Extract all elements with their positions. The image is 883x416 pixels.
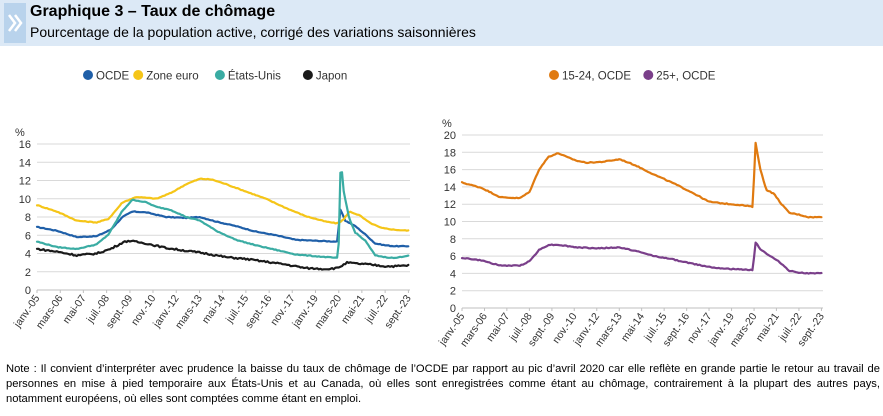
- footnote: Note : Il convient d’interpréter avec pr…: [6, 363, 880, 405]
- legend-item-15-24-ocde: 15-24, OCDE: [549, 70, 631, 83]
- double-chevron-icon: [4, 3, 26, 43]
- unemployment-by-region-chart: OCDE Zone euro États-Unis Japon% 0 2 4 6 8 10 12 14…: [0, 62, 430, 363]
- x-tick-label: mai-21: [339, 293, 367, 326]
- y-tick-label: 8: [450, 234, 456, 246]
- page-title: Graphique 3 – Taux de chômage: [30, 3, 276, 20]
- legend-label: Japon: [316, 71, 347, 83]
- legend-label: Zone euro: [146, 71, 198, 83]
- y-axis-unit: %: [442, 118, 452, 130]
- series-line-japon: [35, 239, 410, 271]
- chart-header: Graphique 3 – Taux de chômage Pourcentag…: [0, 0, 883, 46]
- legend-item-25-ocde: 25+, OCDE: [643, 70, 716, 83]
- x-tick-label: mai-21: [754, 311, 782, 344]
- legend-label: 15-24, OCDE: [562, 71, 631, 83]
- y-tick-label: 4: [450, 268, 456, 280]
- series-line-25-ocde: [460, 241, 823, 275]
- page-subtitle: Pourcentage de la population active, cor…: [30, 24, 476, 40]
- y-tick-label: 0: [450, 303, 456, 315]
- legend-label: États-Unis: [228, 70, 281, 83]
- y-tick-label: 2: [450, 286, 456, 298]
- y-tick-label: 12: [444, 199, 456, 211]
- y-tick-label: 4: [25, 249, 31, 261]
- x-tick-label: mai-14: [619, 311, 647, 344]
- y-tick-label: 8: [25, 212, 31, 224]
- legend-swatch: [133, 70, 144, 80]
- series-line-ocde: [35, 208, 410, 248]
- legend-swatch: [549, 70, 559, 80]
- y-tick-label: 6: [25, 230, 31, 242]
- legend-label: 25+, OCDE: [656, 71, 715, 83]
- legend-swatch: [643, 70, 654, 80]
- y-tick-label: 10: [444, 217, 456, 229]
- y-tick-label: 20: [444, 130, 456, 142]
- unemployment-by-age-chart: 15-24, OCDE 25+, OCDE% 0 2 4 6 8 10 12 14 16 18 20 ja…: [430, 62, 883, 363]
- y-tick-label: 10: [19, 194, 31, 206]
- y-tick-label: 18: [444, 147, 456, 159]
- legend-item-zone-euro: Zone euro: [133, 70, 199, 83]
- y-tick-label: 16: [19, 139, 31, 151]
- y-tick-label: 16: [444, 165, 456, 177]
- y-tick-label: 2: [25, 267, 31, 279]
- series-line-zone-euro: [35, 177, 410, 232]
- legend-item-japon: Japon: [302, 70, 347, 83]
- y-tick-label: 14: [19, 157, 31, 169]
- legend-swatch: [83, 70, 93, 80]
- legend-item-etats-unis: États-Unis: [214, 70, 281, 83]
- legend-item-ocde: OCDE: [83, 70, 130, 83]
- legend-swatch: [302, 70, 313, 80]
- y-tick-label: 0: [25, 285, 31, 297]
- x-tick-label: mai-14: [200, 293, 228, 326]
- series-line-15-24-ocde: [460, 141, 823, 219]
- x-tick-label: mai-07: [61, 293, 89, 326]
- series-line-etats-unis: [35, 171, 410, 260]
- legend-swatch: [214, 70, 225, 80]
- x-tick-label: mai-07: [484, 311, 512, 344]
- legend-label: OCDE: [96, 71, 130, 83]
- y-tick-label: 6: [450, 251, 456, 263]
- y-tick-label: 14: [444, 182, 456, 194]
- y-axis-unit: %: [15, 127, 25, 139]
- y-tick-label: 12: [19, 176, 31, 188]
